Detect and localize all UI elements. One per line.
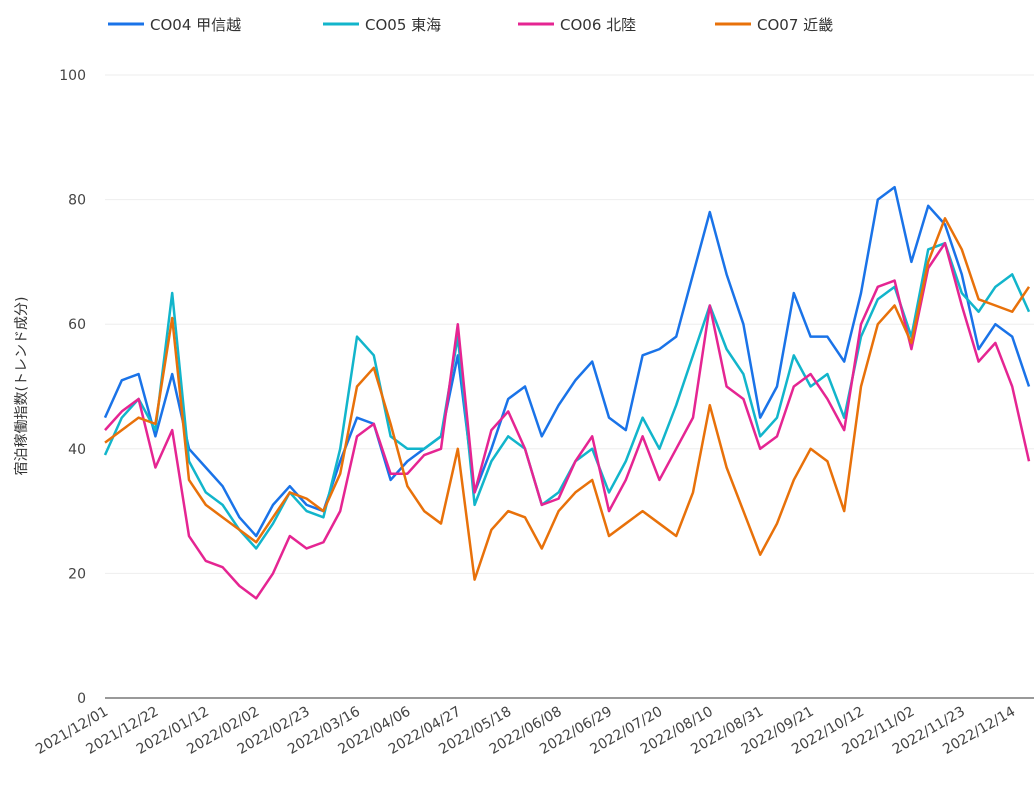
y-axis-label: 宿泊稼働指数(トレンド成分) [13, 297, 30, 476]
y-tick-label: 60 [68, 317, 86, 333]
y-tick-label: 20 [68, 566, 86, 582]
y-tick-label: 0 [77, 691, 86, 707]
y-tick-label: 80 [68, 193, 86, 209]
y-tick-label: 40 [68, 442, 86, 458]
legend-label: CO04 甲信越 [150, 16, 241, 34]
series-line [104, 241, 1031, 600]
series-line [104, 217, 1031, 581]
legend-label: CO05 東海 [365, 16, 441, 34]
legend-label: CO06 北陸 [560, 16, 636, 34]
legend-label: CO07 近畿 [757, 16, 833, 34]
series-line [103, 185, 1031, 538]
series-line [103, 241, 1031, 550]
y-tick-label: 100 [59, 68, 86, 84]
